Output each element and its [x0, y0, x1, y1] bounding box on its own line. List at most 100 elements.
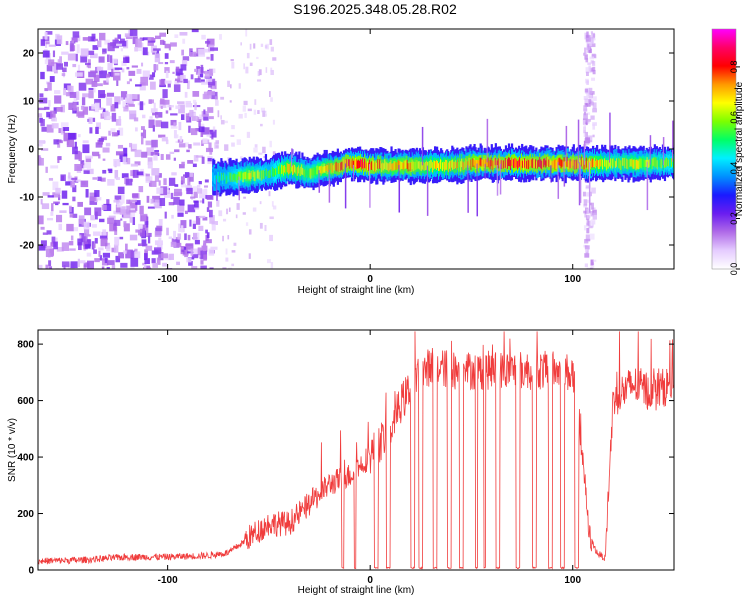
noise-cell — [159, 32, 166, 37]
noise-cell — [121, 68, 125, 73]
noise-cell — [52, 50, 56, 58]
noise-cell — [61, 51, 69, 55]
noise-cell — [54, 237, 58, 245]
noise-cell — [176, 80, 183, 83]
noise-cell — [582, 120, 586, 124]
noise-cell — [88, 87, 94, 90]
noise-cell — [592, 124, 596, 130]
noise-cell — [90, 215, 95, 221]
noise-cell — [45, 245, 53, 248]
noise-cell — [125, 249, 133, 259]
noise-cell — [189, 172, 193, 177]
noise-cell — [44, 59, 50, 65]
noise-cell — [263, 110, 267, 113]
noise-cell — [202, 138, 208, 144]
noise-cell — [592, 212, 597, 220]
noise-cell — [111, 68, 114, 78]
noise-cell — [107, 217, 114, 224]
noise-cell — [98, 138, 104, 142]
noise-cell — [174, 134, 179, 139]
noise-cell — [128, 110, 137, 120]
noise-cell — [142, 37, 148, 41]
noise-cell — [144, 258, 150, 265]
noise-cell — [73, 227, 79, 232]
noise-cell — [99, 218, 105, 223]
noise-cell — [249, 62, 253, 66]
noise-cell — [184, 142, 189, 147]
noise-cell — [102, 147, 110, 153]
noise-cell — [231, 263, 235, 267]
noise-cell — [264, 45, 268, 49]
noise-cell — [102, 169, 107, 174]
noise-cell — [187, 204, 196, 213]
noise-cell — [58, 223, 63, 231]
ridge-cell — [672, 158, 674, 169]
noise-cell — [83, 262, 90, 268]
noise-cell — [208, 116, 214, 120]
noise-cell — [162, 262, 168, 267]
noise-cell — [84, 62, 91, 66]
noise-cell — [188, 125, 191, 133]
noise-cell — [586, 227, 590, 234]
noise-cell — [67, 175, 73, 183]
noise-cell — [164, 53, 169, 59]
noise-cell — [185, 100, 192, 104]
noise-cell — [189, 219, 192, 227]
noise-cell — [89, 127, 93, 134]
noise-cell — [173, 197, 180, 205]
noise-cell — [85, 189, 89, 198]
noise-cell — [154, 175, 160, 182]
x-tick-label: -100 — [158, 575, 178, 586]
noise-cell — [107, 42, 115, 52]
noise-cell — [147, 206, 156, 209]
noise-cell — [47, 82, 52, 91]
noise-cell — [196, 185, 201, 188]
noise-cell — [236, 139, 241, 145]
y-tick-label: 0 — [28, 145, 34, 156]
noise-cell — [73, 102, 77, 111]
noise-cell — [243, 63, 245, 70]
noise-cell — [242, 105, 246, 112]
noise-cell — [96, 122, 101, 130]
noise-cell — [101, 204, 107, 211]
noise-cell — [191, 266, 198, 269]
noise-cell — [48, 260, 52, 267]
noise-cell — [192, 99, 197, 104]
noise-cell — [589, 56, 595, 60]
noise-cell — [61, 261, 70, 268]
noise-cell — [85, 78, 94, 85]
noise-cell — [238, 83, 241, 89]
noise-cell — [269, 216, 274, 220]
noise-cell — [194, 78, 201, 83]
noise-cell — [198, 49, 206, 57]
noise-cell — [139, 205, 144, 215]
noise-cell — [153, 64, 159, 71]
noise-cell — [119, 97, 124, 101]
y-tick-label: -10 — [20, 193, 35, 204]
noise-cell — [242, 212, 246, 215]
noise-cell — [176, 261, 180, 266]
noise-cell — [102, 48, 107, 54]
noise-cell — [272, 119, 275, 125]
noise-cell — [61, 73, 66, 76]
noise-cell — [118, 116, 121, 125]
noise-cell — [192, 223, 196, 229]
noise-cell — [113, 210, 118, 214]
noise-cell — [113, 244, 119, 253]
noise-cell — [206, 134, 212, 137]
noise-cell — [72, 146, 78, 155]
noise-cell — [125, 178, 133, 186]
noise-cell — [156, 187, 164, 194]
noise-cell — [62, 67, 67, 73]
noise-cell — [148, 40, 156, 43]
noise-cell — [76, 112, 85, 117]
noise-cell — [125, 35, 133, 40]
ridge-spike — [421, 126, 424, 166]
noise-cell — [69, 43, 74, 52]
noise-cell — [158, 180, 161, 186]
noise-cell — [179, 32, 188, 36]
noise-cell — [93, 87, 96, 93]
ridge-spike — [467, 165, 469, 213]
noise-cell — [207, 90, 215, 96]
noise-cell — [131, 65, 138, 68]
